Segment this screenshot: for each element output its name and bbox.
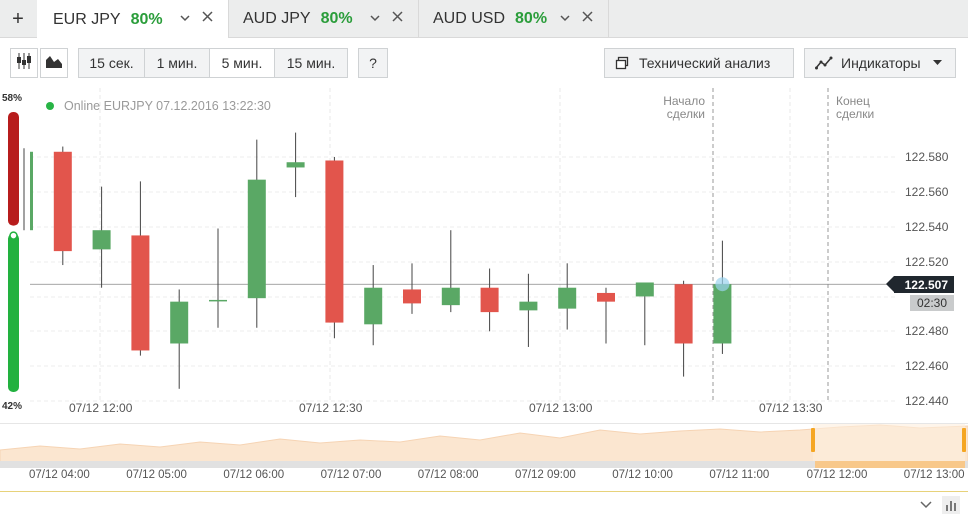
- status-text: Online EURJPY 07.12.2016 13:22:30: [64, 99, 271, 113]
- price-tick-label: 122.440: [905, 394, 949, 408]
- candle-body: [364, 287, 383, 325]
- price-tick-label: 122.560: [905, 185, 949, 199]
- navigator-time-label: 07/12 10:00: [612, 469, 673, 481]
- sentiment-down-percent: 42%: [2, 401, 23, 412]
- timeframe-1m-button[interactable]: 1 мин.: [144, 48, 210, 78]
- technical-analysis-button[interactable]: Технический анализ: [604, 48, 794, 78]
- navigator-scrollbar-track: [0, 461, 968, 468]
- chevron-down-icon[interactable]: [369, 12, 381, 27]
- timeframe-5m-button[interactable]: 5 мин.: [209, 48, 275, 78]
- online-dot-icon: [46, 102, 54, 110]
- candle-body: [325, 160, 344, 323]
- candle-body: [713, 284, 732, 344]
- last-price-marker: [715, 277, 730, 292]
- navigator-time-label: 07/12 08:00: [417, 469, 479, 481]
- candle-body: [441, 287, 460, 306]
- navigator-time-label: 07/12 07:00: [320, 469, 382, 481]
- time-tick-label: 07/12 13:30: [759, 401, 823, 415]
- navigator-handle-right: [962, 428, 966, 452]
- tab-audusd[interactable]: AUD USD 80%: [419, 0, 609, 38]
- current-price-tag: 122.507: [886, 276, 954, 293]
- bar-chart-icon[interactable]: [942, 496, 960, 514]
- price-chart[interactable]: [0, 88, 968, 423]
- trader-sentiment: 58% 42%: [0, 88, 28, 423]
- time-tick-label: 07/12 13:00: [529, 401, 593, 415]
- navigator-handle-left: [811, 428, 815, 452]
- indicators-icon: [815, 56, 833, 70]
- timeframe-15s-button[interactable]: 15 сек.: [78, 48, 145, 78]
- candle-body: [519, 301, 538, 311]
- navigator-scrollbar-thumb: [815, 461, 965, 468]
- navigator-overview[interactable]: [0, 424, 968, 492]
- navigator[interactable]: [0, 423, 968, 491]
- candlestick-icon: [15, 52, 33, 75]
- tab-eurjpy[interactable]: EUR JPY 80%: [37, 0, 229, 39]
- navigator-time-label: 07/12 12:00: [806, 469, 868, 481]
- help-button[interactable]: ?: [358, 48, 388, 78]
- window-icon: [615, 56, 629, 70]
- candle-body: [131, 235, 150, 351]
- close-icon[interactable]: [201, 10, 214, 27]
- candle-body: [597, 292, 615, 302]
- sentiment-up-percent: 58%: [2, 93, 23, 104]
- candle-body: [170, 301, 189, 344]
- price-tick-label: 122.580: [905, 150, 949, 164]
- tab-bar: + EUR JPY 80% AUD JPY 80% AUD USD 80%: [0, 0, 968, 39]
- close-icon[interactable]: [391, 10, 404, 27]
- caret-down-icon: [932, 60, 942, 66]
- deal-start-label: Начало сделки: [663, 94, 705, 121]
- candle-body: [92, 230, 111, 250]
- close-icon[interactable]: [581, 10, 594, 27]
- indicators-dropdown[interactable]: Индикаторы: [804, 48, 956, 78]
- candle-body: [635, 282, 654, 297]
- navigator-time-label: 07/12 04:00: [29, 469, 90, 481]
- candle-body: [30, 151, 33, 231]
- navigator-time-label: 07/12 13:00: [903, 469, 965, 481]
- price-tick-label: 122.540: [905, 220, 949, 234]
- chevron-down-icon[interactable]: [559, 12, 571, 27]
- time-tick-label: 07/12 12:00: [69, 401, 133, 415]
- navigator-time-label: 07/12 06:00: [223, 469, 285, 481]
- indicators-label: Индикаторы: [841, 55, 921, 71]
- price-tick-label: 122.480: [905, 324, 949, 338]
- tab-payout: 80%: [130, 10, 163, 28]
- navigator-time-label: 07/12 11:00: [709, 469, 770, 481]
- navigator-time-label: 07/12 05:00: [126, 469, 187, 481]
- tab-symbol: AUD JPY: [243, 10, 311, 27]
- sentiment-down-bar: [8, 112, 19, 226]
- sentiment-up-bar: [8, 233, 19, 392]
- candle-body: [403, 289, 421, 304]
- technical-analysis-label: Технический анализ: [639, 55, 771, 71]
- candle-body: [558, 287, 577, 309]
- bottom-panel: [0, 491, 968, 519]
- area-chart-icon: [45, 52, 63, 75]
- price-tick-label: 122.520: [905, 255, 949, 269]
- sentiment-handle: [9, 231, 18, 240]
- time-tick-label: 07/12 12:30: [299, 401, 363, 415]
- chevron-down-icon[interactable]: [920, 500, 932, 510]
- tab-payout: 80%: [320, 10, 353, 27]
- timeframe-15m-button[interactable]: 15 мин.: [274, 48, 348, 78]
- navigator-time-label: 07/12 09:00: [515, 469, 576, 481]
- deal-end-label: Конец сделки: [836, 94, 875, 121]
- candlestick-chart-button[interactable]: [10, 48, 38, 78]
- area-chart-button[interactable]: [40, 48, 68, 78]
- candle-body: [674, 284, 693, 344]
- online-status: Online EURJPY 07.12.2016 13:22:30: [46, 99, 271, 113]
- add-tab-button[interactable]: +: [12, 7, 24, 30]
- navigator-window: [813, 424, 965, 462]
- countdown-tag: 02:30: [910, 295, 954, 311]
- candle-body: [53, 151, 72, 252]
- chart-toolbar: 15 сек. 1 мин. 5 мин. 15 мин. ? Техничес…: [0, 38, 968, 88]
- price-tick-label: 122.460: [905, 359, 949, 373]
- tab-audjpy[interactable]: AUD JPY 80%: [229, 0, 419, 38]
- tab-symbol: EUR JPY: [53, 10, 121, 28]
- tab-payout: 80%: [515, 10, 548, 27]
- candle-body: [209, 299, 227, 302]
- tab-symbol: AUD USD: [433, 10, 506, 27]
- candle-body: [480, 287, 499, 313]
- chevron-down-icon[interactable]: [179, 12, 191, 27]
- candle-body: [247, 179, 266, 299]
- candle-body: [286, 162, 305, 168]
